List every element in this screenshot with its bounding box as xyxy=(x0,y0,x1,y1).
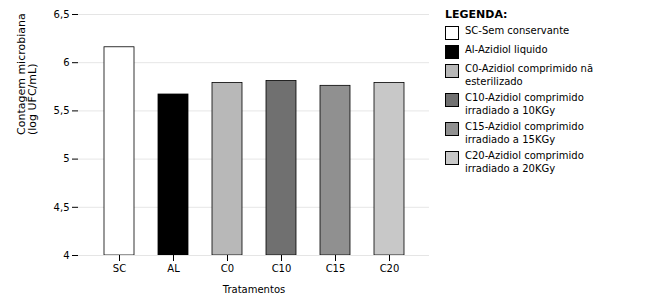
svg-text:C20: C20 xyxy=(380,263,400,274)
svg-text:Tratamentos: Tratamentos xyxy=(222,284,285,295)
svg-text:Contagem microbiana(log UFC/mL: Contagem microbiana(log UFC/mL) xyxy=(15,13,39,135)
html-text:C0-Azidiol comprimido nã ester: C0-Azidiol comprimido nã esterilizado xyxy=(465,63,593,87)
svg-text:6,5: 6,5 xyxy=(54,9,70,20)
svg-text:5,5: 5,5 xyxy=(54,105,70,116)
svg-text:6: 6 xyxy=(63,57,69,68)
svg-text:5: 5 xyxy=(63,153,69,164)
html-text:LEGENDA:: LEGENDA: xyxy=(445,8,508,21)
svg-text:4,5: 4,5 xyxy=(54,202,70,213)
svg-text:AL: AL xyxy=(167,263,180,274)
svg-text:C0: C0 xyxy=(221,263,234,274)
svg-text:C15: C15 xyxy=(326,263,346,274)
svg-text:4: 4 xyxy=(63,250,69,261)
html-text:C15-Azidiol comprimido irradia: C15-Azidiol comprimido irradiado a 15KGy xyxy=(465,121,584,145)
html-text:SC-Sem conservante: SC-Sem conservante xyxy=(465,25,570,36)
html-text:C20-Azidiol comprimido irradia: C20-Azidiol comprimido irradiado a 20KGy xyxy=(465,150,584,174)
svg-text:C10: C10 xyxy=(272,263,292,274)
svg-text:SC: SC xyxy=(113,263,126,274)
html-text:Al-Azidiol liquido: Al-Azidiol liquido xyxy=(465,44,548,55)
html-text:C10-Azidiol comprimido irradia: C10-Azidiol comprimido irradiado a 10KGy xyxy=(465,92,584,116)
